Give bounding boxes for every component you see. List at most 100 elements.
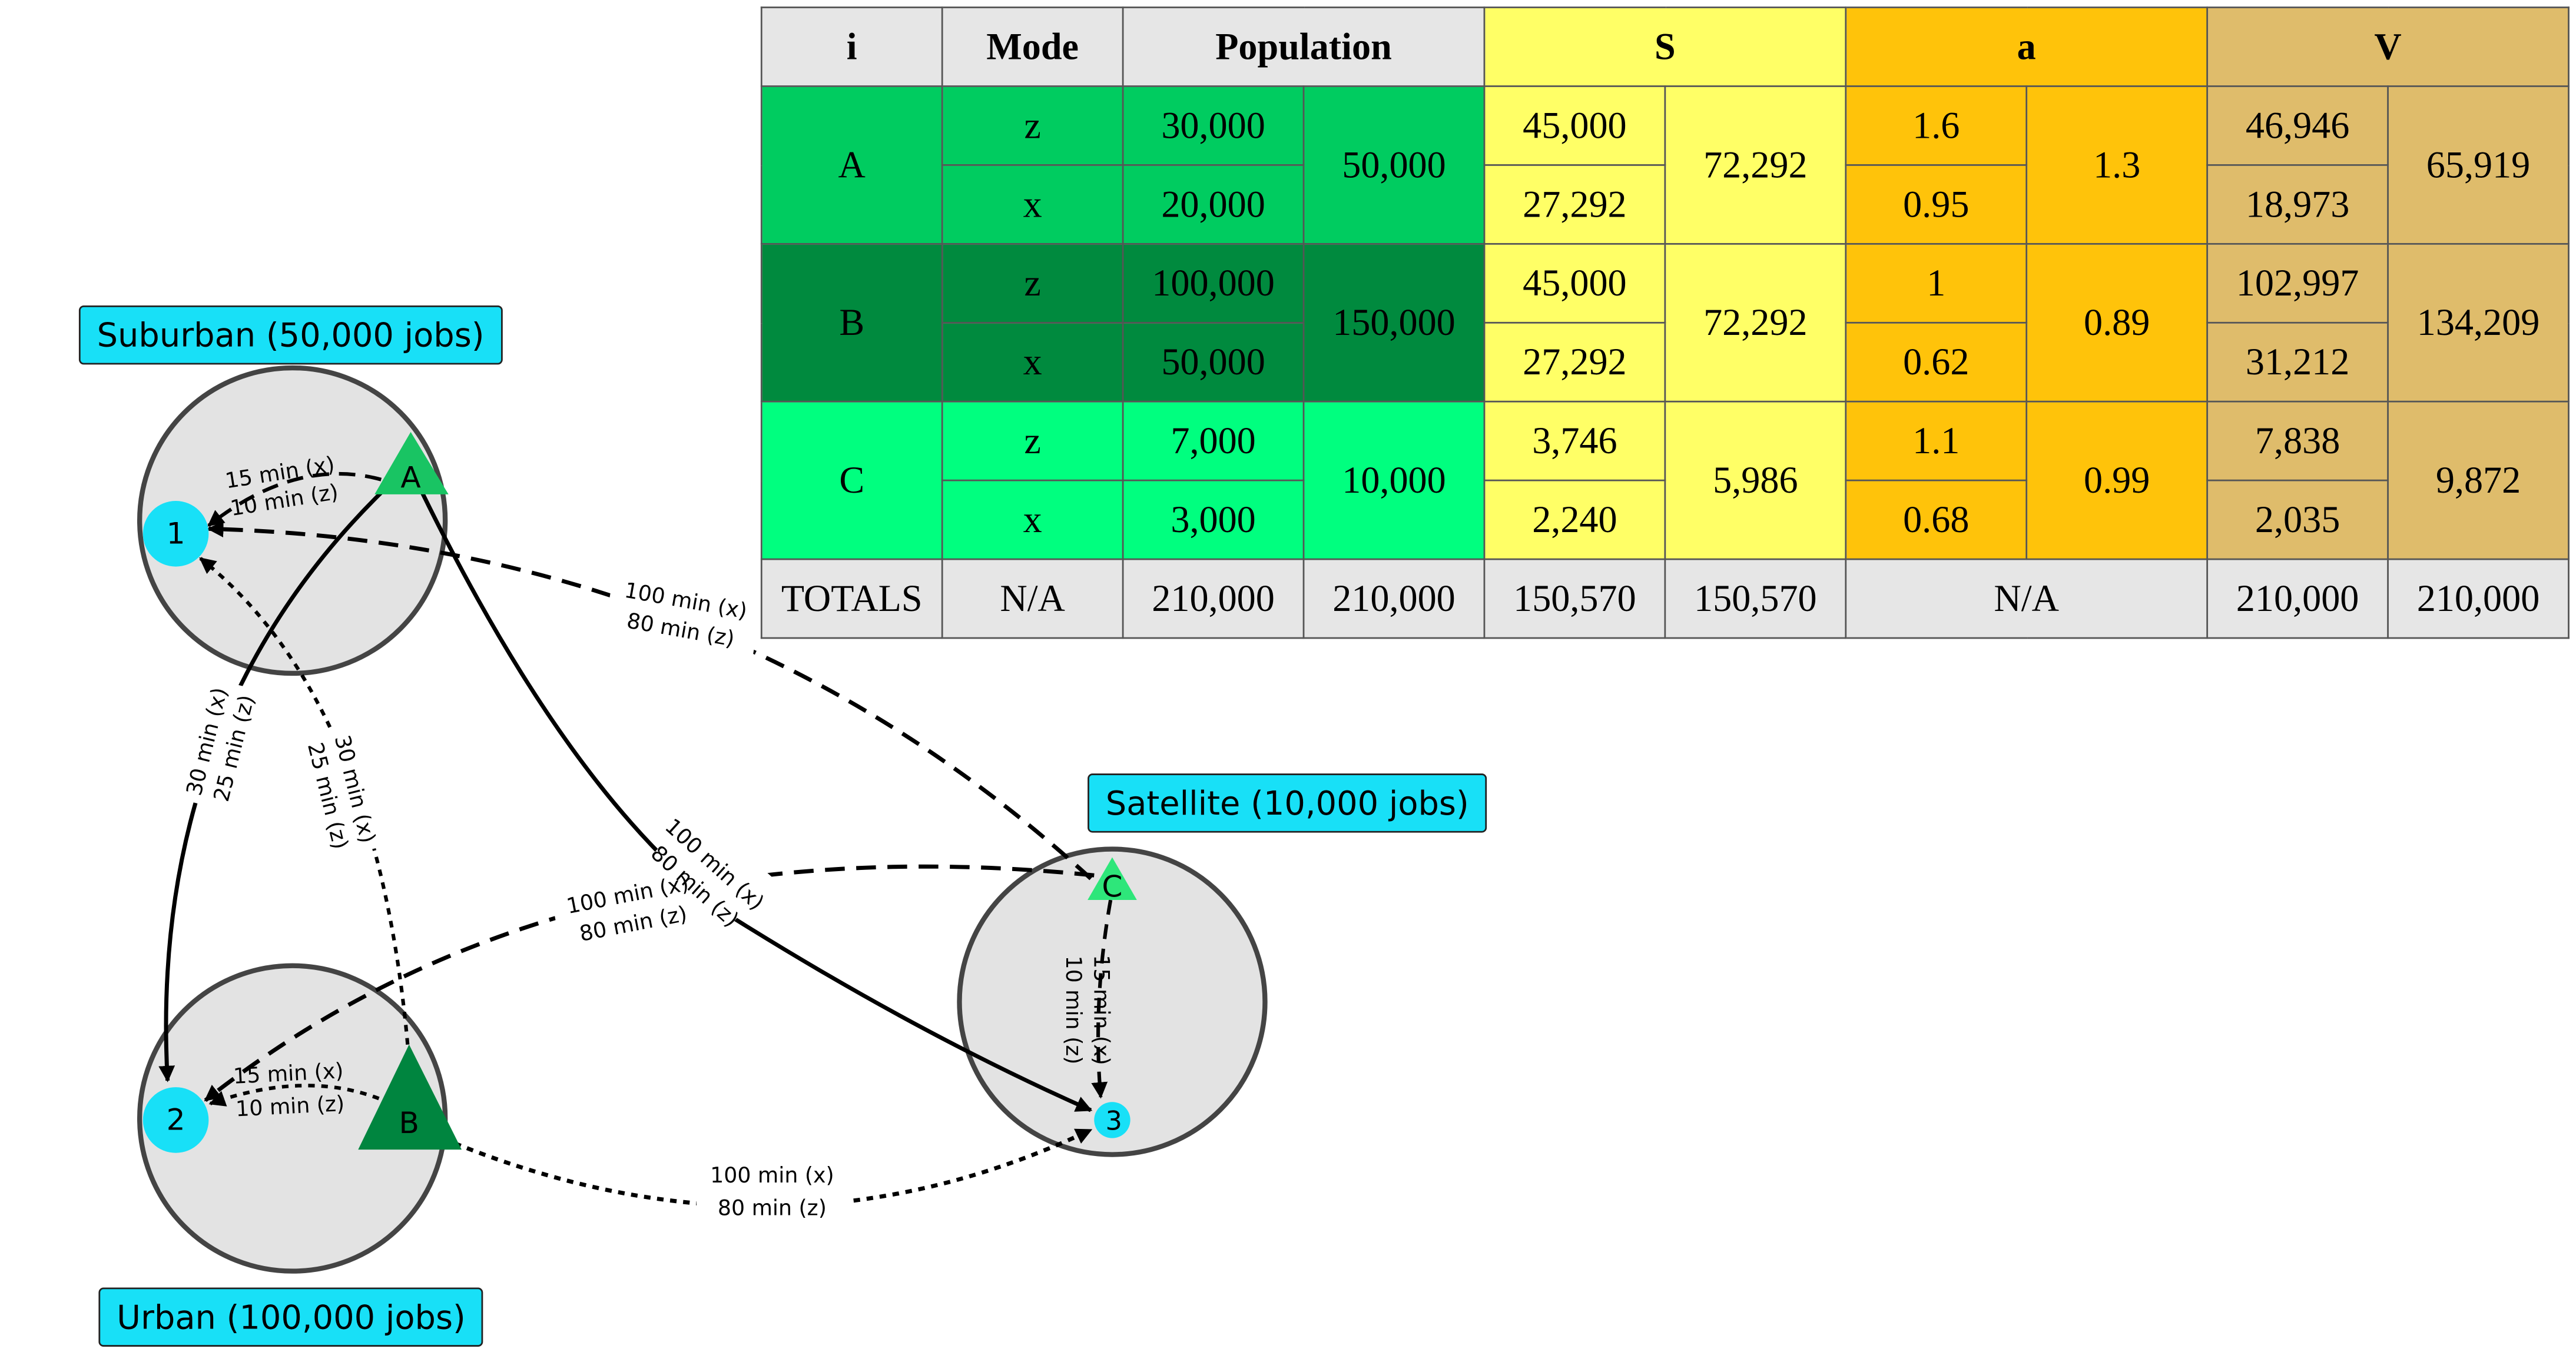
cell-s: 45,000: [1483, 243, 1666, 324]
node-1-circle: [142, 501, 209, 567]
cell-mode: z: [941, 400, 1124, 481]
cell-s: 45,000: [1483, 85, 1666, 166]
cell-a: 1.6: [1845, 85, 2028, 166]
node-a-triangle: [374, 431, 449, 494]
node-c-triangle: [1088, 857, 1137, 901]
node-b-triangle: [358, 1044, 462, 1150]
node-3-circle: [1094, 1102, 1130, 1138]
header-row: i Mode Population S a V: [760, 6, 2570, 87]
satellite-label: Satellite (10,000 jobs): [1088, 773, 1487, 833]
cell-v: 46,946: [2206, 85, 2389, 166]
cell-v: 31,212: [2206, 321, 2389, 403]
cell-s: 3,746: [1483, 400, 1666, 481]
cell-a-total: 0.99: [2025, 400, 2209, 560]
urban-label: Urban (100,000 jobs): [98, 1287, 484, 1347]
totals-pop-1: 210,000: [1122, 558, 1305, 639]
network-diagram: 15 min (x) 10 min (z) 30 min (x) 25 min …: [137, 365, 1268, 1274]
label-bg-b-to-1: [291, 725, 386, 862]
totals-v-1: 210,000: [2206, 558, 2389, 639]
cell-mode: x: [941, 479, 1124, 560]
cell-pop: 50,000: [1122, 321, 1305, 403]
label-c-to-3: 15 min (x) 10 min (z): [1061, 955, 1114, 1065]
label-b-to-2: 15 min (x) 10 min (z): [233, 1058, 345, 1122]
table-row: B z 100,000 150,000 45,000 72,292 1 0.89…: [760, 243, 2570, 403]
node-2-circle: [142, 1087, 209, 1153]
header-mode: Mode: [941, 6, 1124, 87]
cell-mode: x: [941, 321, 1124, 403]
satellite-region: [957, 846, 1268, 1157]
cell-pop: 100,000: [1122, 243, 1305, 324]
totals-label: TOTALS: [760, 558, 943, 639]
table-row: x 50,000 27,292 0.62 31,212: [761, 321, 2568, 403]
label-b-to-2-x: 15 min (x): [233, 1058, 344, 1089]
table-row: A z 30,000 50,000 45,000 72,292 1.6 1.3 …: [760, 85, 2570, 245]
cell-s: 27,292: [1483, 321, 1666, 403]
cell-mode: x: [941, 164, 1124, 245]
totals-s-1: 150,570: [1483, 558, 1666, 639]
cell-pop-total: 10,000: [1302, 400, 1486, 560]
label-bg-a-to-2: [176, 677, 271, 815]
totals-row: TOTALS N/A 210,000 210,000 150,570 150,5…: [760, 558, 2570, 639]
cell-v: 18,973: [2206, 164, 2389, 245]
node-3-label: 3: [1106, 1106, 1122, 1137]
cell-a: 0.68: [1845, 479, 2028, 560]
cell-a: 1: [1845, 243, 2028, 324]
cell-pop-total: 50,000: [1302, 85, 1486, 245]
results-table: i Mode Population S a V A z 30,000 50,00…: [760, 6, 2570, 639]
cell-a-total: 1.3: [2025, 85, 2209, 245]
label-bg-c-to-2: [549, 858, 713, 965]
label-bg-c-to-1: [602, 562, 765, 666]
label-b-to-3: 100 min (x) 80 min (z): [710, 1162, 834, 1221]
cell-mode: z: [941, 85, 1124, 166]
cell-i: B: [760, 243, 943, 403]
totals-v-2: 210,000: [2387, 558, 2570, 639]
cell-v-total: 134,209: [2387, 243, 2570, 403]
totals-a: N/A: [1845, 558, 2209, 639]
table-row: C z 7,000 10,000 3,746 5,986 1.1 0.99 7,…: [760, 400, 2570, 560]
cell-v: 7,838: [2206, 400, 2389, 481]
cell-pop: 3,000: [1122, 479, 1305, 560]
cell-s: 2,240: [1483, 479, 1666, 560]
node-c-label: C: [1102, 869, 1122, 903]
edge-c-to-2: [204, 864, 1095, 1102]
table-row: x 3,000 2,240 0.68 2,035: [761, 479, 2568, 560]
totals-pop-2: 210,000: [1302, 558, 1486, 639]
cell-pop: 20,000: [1122, 164, 1305, 245]
cell-s: 27,292: [1483, 164, 1666, 245]
node-b-label: B: [399, 1105, 419, 1140]
cell-a-total: 0.89: [2025, 243, 2209, 403]
node-a-label: A: [400, 460, 420, 495]
totals-s-2: 150,570: [1664, 558, 1847, 639]
cell-i: A: [760, 85, 943, 245]
node-2-label: 2: [167, 1102, 185, 1137]
cell-v-total: 65,919: [2387, 85, 2570, 245]
cell-v: 102,997: [2206, 243, 2389, 324]
edge-c-to-3: [1091, 899, 1113, 1099]
header-population: Population: [1122, 6, 1486, 87]
node-1-label: 1: [167, 516, 185, 551]
edge-b-to-1: [199, 557, 413, 1084]
cell-v: 2,035: [2206, 479, 2389, 560]
cell-a: 1.1: [1845, 400, 2028, 481]
totals-mode: N/A: [941, 558, 1124, 639]
header-a: a: [1845, 6, 2209, 87]
cell-mode: z: [941, 243, 1124, 324]
cell-s-total: 5,986: [1664, 400, 1847, 560]
label-b-to-3-z: 80 min (z): [718, 1195, 827, 1221]
cell-pop-total: 150,000: [1302, 243, 1486, 403]
label-b-to-3-x: 100 min (x): [710, 1162, 834, 1188]
cell-i: C: [760, 400, 943, 560]
cell-a: 0.95: [1845, 164, 2028, 245]
suburban-region: [137, 365, 448, 676]
label-b-to-2-z: 10 min (z): [235, 1091, 345, 1122]
label-c-to-3-z: 10 min (z): [1061, 956, 1086, 1065]
cell-pop: 7,000: [1122, 400, 1305, 481]
edge-a-to-1: [207, 471, 382, 527]
cell-pop: 30,000: [1122, 85, 1305, 166]
table-row: x 20,000 27,292 0.95 18,973: [761, 164, 2568, 245]
cell-v-total: 9,872: [2387, 400, 2570, 560]
label-bg-a-to-3: [633, 808, 773, 946]
label-bg-b-to-3: [697, 1152, 848, 1229]
header-v: V: [2206, 6, 2570, 87]
